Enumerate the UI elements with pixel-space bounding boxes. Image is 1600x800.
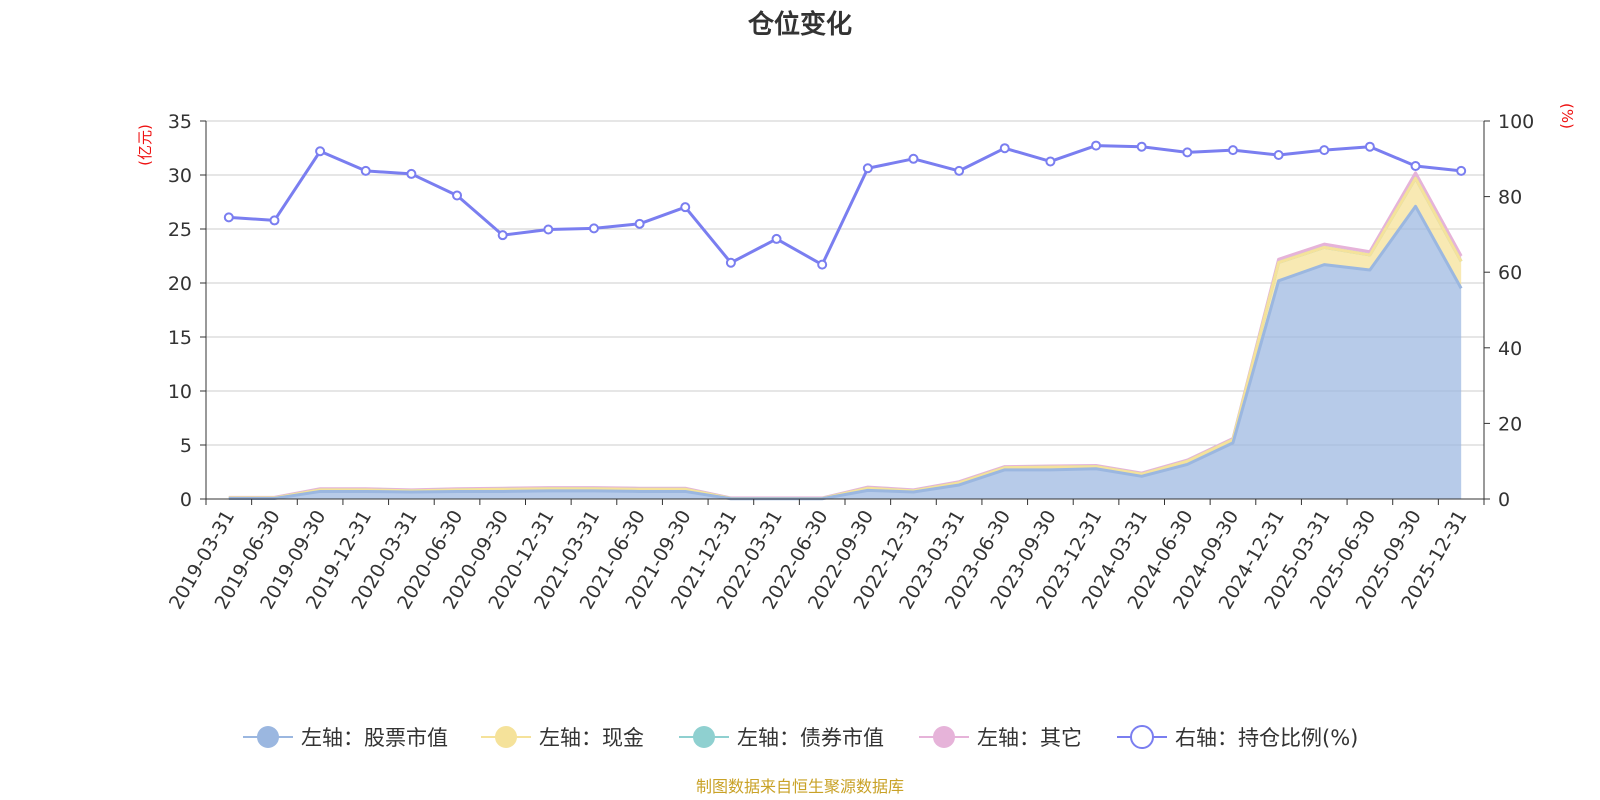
ratio-point xyxy=(954,165,965,176)
ratio-point xyxy=(1456,165,1467,176)
ratio-point xyxy=(406,168,417,179)
right-tick-label: 0 xyxy=(1498,489,1510,511)
chart-title: 仓位变化 xyxy=(747,9,852,40)
ratio-point xyxy=(862,163,873,174)
ratio-point xyxy=(1319,145,1330,156)
ratio-point xyxy=(1182,147,1193,158)
ratio-polyline xyxy=(228,144,1462,267)
legend-label: 左轴：现金 xyxy=(539,726,644,750)
left-tick-label: 30 xyxy=(168,165,192,187)
left-tick-label: 0 xyxy=(180,489,192,511)
legend-item: 左轴：其它 xyxy=(919,726,1082,750)
ratio-point xyxy=(1136,141,1147,152)
ratio-point xyxy=(1045,156,1056,167)
ratio-point xyxy=(817,259,828,270)
legend-item: 左轴：现金 xyxy=(481,726,644,750)
legend-marker xyxy=(495,726,517,748)
ratio-point xyxy=(680,202,691,213)
legend-marker xyxy=(1130,725,1154,749)
legend-marker xyxy=(257,726,279,748)
left-axis-unit: (亿元) xyxy=(136,124,154,166)
ratio-point xyxy=(1227,145,1238,156)
left-tick-label: 10 xyxy=(168,381,192,403)
ratio-point xyxy=(634,218,645,229)
legend-label: 左轴：其它 xyxy=(977,726,1082,750)
ratio-point xyxy=(452,190,463,201)
legend-marker xyxy=(693,726,715,748)
grid-lines xyxy=(206,120,1484,446)
legend-marker xyxy=(933,726,955,748)
legend-label: 左轴：债券市值 xyxy=(737,726,884,750)
left-tick-label: 5 xyxy=(180,435,192,457)
right-axis-unit: (%) xyxy=(1558,103,1576,129)
ratio-point xyxy=(908,153,919,164)
ratio-point xyxy=(588,223,599,234)
ratio-point xyxy=(771,233,782,244)
source-note: 制图数据来自恒生聚源数据库 xyxy=(696,777,904,796)
legend-item: 左轴：债券市值 xyxy=(679,726,884,750)
ratio-point xyxy=(999,143,1010,154)
area-0 xyxy=(228,206,1462,499)
ratio-point xyxy=(315,146,326,157)
legend-item: 左轴：股票市值 xyxy=(243,726,448,750)
legend-label: 左轴：股票市值 xyxy=(301,726,448,750)
ratio-point xyxy=(497,230,508,241)
right-tick-label: 80 xyxy=(1498,187,1522,209)
area-line-0 xyxy=(228,204,1463,501)
ratio-point xyxy=(269,215,280,226)
legend-item: 右轴：持仓比例(%) xyxy=(1117,725,1358,750)
right-tick-label: 20 xyxy=(1498,413,1522,435)
ratio-point xyxy=(223,212,234,223)
ratio-point xyxy=(1091,140,1102,151)
left-tick-label: 25 xyxy=(168,219,192,241)
legend: 左轴：股票市值 左轴：现金 左轴：债券市值 左轴：其它 右轴：持仓比例(%) xyxy=(243,725,1358,750)
left-tick-label: 20 xyxy=(168,273,192,295)
ratio-point xyxy=(1364,141,1375,152)
left-tick-label: 15 xyxy=(168,327,192,349)
left-tick-label: 35 xyxy=(168,111,192,133)
right-tick-label: 60 xyxy=(1498,262,1522,284)
ratio-point xyxy=(360,165,371,176)
stacked-areas xyxy=(228,171,1463,501)
ratio-point xyxy=(543,224,554,235)
right-tick-label: 100 xyxy=(1498,111,1534,133)
right-tick-label: 40 xyxy=(1498,338,1522,360)
ratio-line xyxy=(223,140,1467,270)
ratio-point xyxy=(725,257,736,268)
legend-label: 右轴：持仓比例(%) xyxy=(1175,726,1358,750)
ratio-point xyxy=(1410,160,1421,171)
ratio-point xyxy=(1273,150,1284,161)
